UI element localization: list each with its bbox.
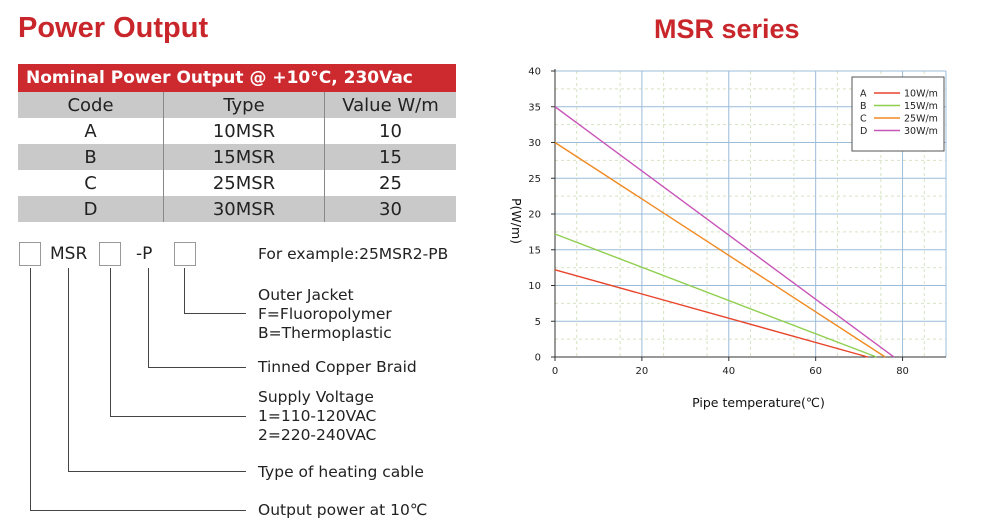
legend-label: 25W/m	[904, 114, 938, 125]
cell-value: 15	[324, 144, 456, 170]
cell-code: C	[18, 170, 164, 196]
cell-type: 15MSR	[163, 144, 325, 170]
x-tick-label: 20	[636, 366, 649, 377]
cell-type: 10MSR	[163, 118, 325, 144]
y-tick-label: 0	[535, 353, 541, 364]
header-type: Type	[163, 92, 325, 118]
table-header-row: Code Type Value W/m	[18, 92, 456, 118]
code-dash-p-text: -P	[136, 244, 153, 264]
y-tick-label: 5	[535, 317, 541, 328]
chart-legend	[851, 76, 945, 152]
x-axis-label: Pipe temperature(℃)	[692, 395, 825, 410]
power-output-table: Nominal Power Output @ +10°C, 230Vac Cod…	[18, 64, 456, 222]
cell-code: A	[18, 118, 164, 144]
y-tick-label: 35	[528, 102, 541, 113]
table-row: A 10MSR 10	[18, 118, 456, 144]
legend-code: C	[860, 114, 867, 125]
header-value: Value W/m	[324, 92, 456, 118]
jacket-title: Outer Jacket	[258, 286, 354, 304]
legend-label: 30W/m	[904, 126, 938, 137]
output-power-label: Output power at 10℃	[258, 501, 428, 519]
header-code: Code	[18, 92, 164, 118]
voltage-option-1: 1=110-120VAC	[258, 407, 377, 425]
y-tick-label: 30	[528, 138, 541, 149]
legend-label: 10W/m	[904, 89, 938, 100]
x-tick-label: 80	[896, 366, 909, 377]
connector-lines	[30, 268, 246, 511]
cell-type: 25MSR	[163, 170, 325, 196]
legend-label: 15W/m	[904, 101, 938, 112]
y-tick-label: 15	[528, 245, 541, 256]
y-tick-label: 20	[528, 210, 541, 221]
connector-jacket	[184, 268, 246, 314]
example-text: For example:25MSR2-PB	[258, 245, 449, 263]
cell-value: 30	[324, 196, 456, 222]
legend-code: B	[860, 101, 867, 112]
table-row: D 30MSR 30	[18, 196, 456, 222]
legend-code: A	[860, 89, 867, 100]
y-tick-label: 25	[528, 174, 541, 185]
connector-cable-type	[68, 268, 246, 472]
connector-voltage	[110, 268, 246, 417]
table-caption: Nominal Power Output @ +10°C, 230Vac	[18, 64, 456, 92]
legend-code: D	[860, 126, 867, 137]
cell-code: B	[18, 144, 164, 170]
code-box-voltage	[99, 242, 121, 266]
cell-value: 25	[324, 170, 456, 196]
series-line-D	[554, 106, 895, 358]
x-tick-label: 0	[552, 366, 558, 377]
table-row: B 15MSR 15	[18, 144, 456, 170]
table-caption-row: Nominal Power Output @ +10°C, 230Vac	[18, 64, 456, 92]
chart-title: MSR series	[654, 14, 800, 44]
y-axis-label: P(W/m)	[509, 198, 524, 244]
table-row: C 25MSR 25	[18, 170, 456, 196]
jacket-option-f: F=Fluoropolymer	[258, 305, 392, 323]
cell-value: 10	[324, 118, 456, 144]
jacket-option-b: B=Thermoplastic	[258, 324, 392, 342]
connector-braid	[148, 268, 246, 368]
cell-type: 30MSR	[163, 196, 325, 222]
x-tick-label: 60	[809, 366, 822, 377]
x-tick-label: 40	[722, 366, 735, 377]
voltage-option-2: 2=220-240VAC	[258, 426, 377, 444]
code-box-jacket	[174, 242, 196, 266]
series-line-A	[554, 269, 868, 358]
braid-label: Tinned Copper Braid	[258, 358, 417, 376]
series-line-B	[554, 233, 877, 358]
y-tick-label: 40	[528, 67, 541, 78]
code-msr-text: MSR	[50, 244, 88, 264]
power-output-title: Power Output	[18, 12, 209, 44]
y-tick-label: 10	[528, 281, 541, 292]
voltage-title: Supply Voltage	[258, 388, 374, 406]
code-box-output	[19, 242, 41, 266]
connector-output	[30, 268, 246, 511]
series-line-C	[554, 141, 886, 358]
cable-type-label: Type of heating cable	[258, 463, 424, 481]
cell-code: D	[18, 196, 164, 222]
